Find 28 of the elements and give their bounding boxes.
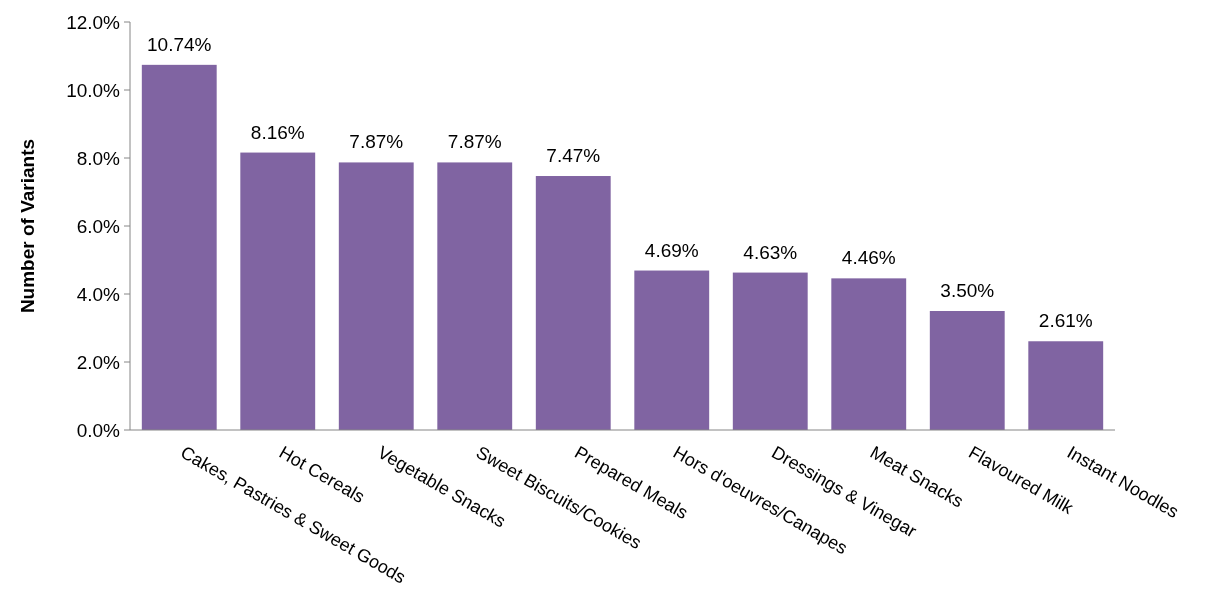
bar xyxy=(1028,341,1104,430)
data-label: 7.47% xyxy=(546,145,601,167)
y-tick-label: 6.0% xyxy=(76,215,121,237)
bar xyxy=(831,278,907,430)
data-label: 8.16% xyxy=(250,121,305,143)
data-label: 2.61% xyxy=(1038,310,1093,332)
bar xyxy=(732,272,808,430)
y-tick-label: 0.0% xyxy=(76,419,121,441)
data-label: 4.63% xyxy=(743,241,798,263)
y-axis-title: Number of Variants xyxy=(17,138,38,314)
bar xyxy=(141,64,217,430)
y-tick-label: 8.0% xyxy=(76,147,121,169)
bar xyxy=(535,176,611,430)
data-label: 4.69% xyxy=(644,239,699,261)
data-label: 4.46% xyxy=(841,247,896,269)
y-tick-label: 2.0% xyxy=(76,351,121,373)
y-tick-label: 10.0% xyxy=(66,79,121,101)
bar xyxy=(437,162,513,430)
bar xyxy=(338,162,414,430)
data-label: 7.87% xyxy=(447,131,502,153)
data-label: 7.87% xyxy=(349,131,404,153)
bar xyxy=(634,270,710,430)
data-label: 10.74% xyxy=(147,33,212,55)
y-tick-label: 4.0% xyxy=(76,283,121,305)
bar xyxy=(240,152,316,430)
data-label: 3.50% xyxy=(940,280,995,301)
bar xyxy=(929,311,1005,430)
y-tick-label: 12.0% xyxy=(66,11,121,33)
